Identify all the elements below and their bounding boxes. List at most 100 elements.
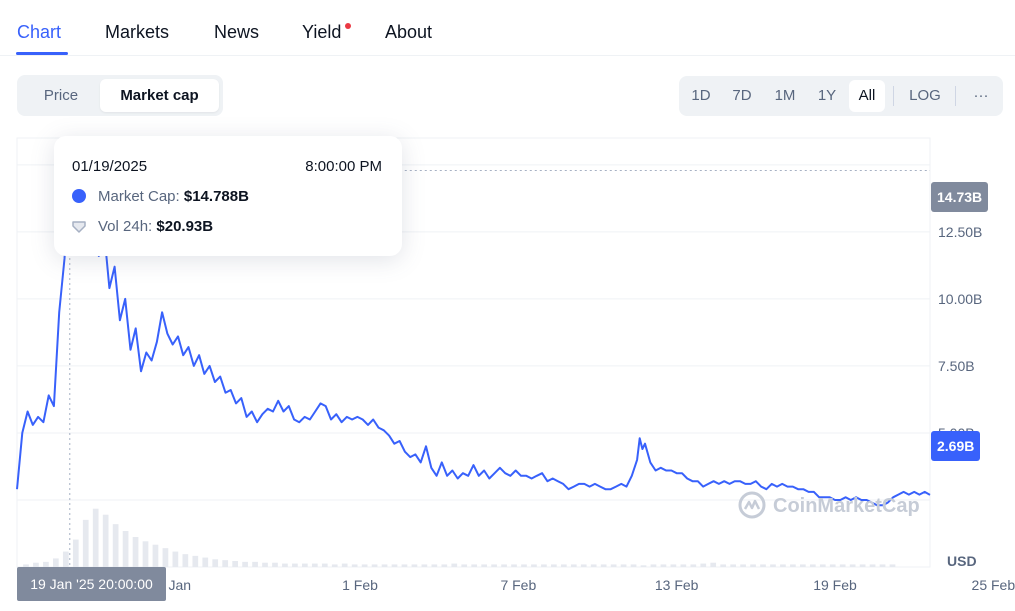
volume-bar — [590, 564, 597, 567]
market-cap-dot-icon — [72, 189, 86, 203]
volume-bar — [192, 555, 199, 567]
volume-bar — [202, 557, 209, 567]
tab-news[interactable]: News — [214, 22, 260, 42]
y-tick-label: 7.50B — [938, 358, 975, 374]
x-tick-label: 1 Feb — [342, 577, 378, 593]
volume-bar — [461, 564, 468, 567]
volume-bar — [869, 564, 876, 567]
volume-bar — [242, 561, 248, 567]
range-all-button[interactable]: All — [849, 80, 885, 112]
volume-bar — [670, 564, 677, 567]
market-cap-toggle-button[interactable]: Market cap — [100, 79, 219, 112]
volume-bar — [431, 564, 438, 567]
volume-bar — [451, 563, 458, 567]
volume-bar — [401, 564, 408, 567]
volume-bar — [501, 564, 507, 567]
volume-bar — [23, 564, 29, 567]
volume-bar — [570, 564, 577, 567]
volume-bar — [282, 563, 288, 567]
range-1y-button[interactable]: 1Y — [817, 87, 837, 104]
volume-bar — [172, 551, 179, 567]
volume-bar — [331, 564, 338, 567]
volume-bar — [690, 564, 697, 567]
volume-bar — [819, 564, 826, 567]
volume-bar — [620, 564, 627, 567]
volume-bar — [849, 564, 856, 567]
volume-bar — [829, 564, 836, 567]
volume-bar — [640, 565, 647, 567]
volume-bar — [511, 564, 517, 567]
volume-bar — [531, 564, 537, 567]
volume-bar — [82, 519, 89, 567]
currency-label: USD — [947, 553, 977, 569]
volume-bars — [23, 508, 896, 567]
x-tick-label: 7 Feb — [500, 577, 536, 593]
volume-bar — [72, 539, 79, 567]
more-options-button[interactable]: ··· — [973, 87, 989, 104]
volume-bar — [341, 563, 348, 567]
volume-bar — [879, 564, 886, 567]
volume-bar — [770, 564, 776, 567]
volume-bar — [560, 564, 567, 567]
volume-bar — [580, 564, 587, 567]
y-tick-label: 12.50B — [938, 224, 982, 240]
x-tick-label: 25 Feb — [972, 577, 1015, 593]
log-scale-button[interactable]: LOG — [909, 87, 941, 104]
volume-bar — [232, 561, 238, 567]
coinmarketcap-logo-icon — [738, 491, 766, 519]
volume-bar — [272, 562, 278, 567]
volume-bar — [381, 564, 388, 567]
volume-bar — [839, 564, 846, 567]
volume-bar — [471, 564, 478, 567]
crosshair-date-tag: 19 Jan '25 20:00:00 — [17, 567, 166, 601]
x-tick-label: 13 Feb — [655, 577, 699, 593]
volume-bar — [521, 564, 527, 567]
volume-bar — [541, 564, 547, 567]
volume-bar — [889, 564, 896, 567]
tooltip-market-cap-row: Market Cap: $14.788B — [72, 188, 249, 205]
range-7d-button[interactable]: 7D — [732, 87, 752, 104]
volume-bar — [720, 564, 727, 567]
volume-bar — [760, 564, 766, 567]
volume-bar — [481, 564, 487, 567]
volume-bar — [43, 561, 49, 567]
volume-shield-icon — [72, 221, 86, 233]
tooltip-volume-label: Vol 24h: — [98, 218, 153, 235]
price-toggle-button[interactable]: Price — [43, 87, 79, 104]
yield-notification-dot — [345, 23, 351, 29]
x-axis: 26 Jan 1 Feb 7 Feb 13 Feb 19 Feb 25 Feb — [149, 577, 1015, 593]
volume-bar — [112, 524, 119, 567]
volume-bar — [222, 560, 229, 567]
volume-bar — [859, 564, 866, 567]
volume-bar — [600, 564, 607, 567]
volume-bar — [551, 564, 557, 567]
tab-chart[interactable]: Chart — [17, 22, 62, 42]
volume-bar — [421, 564, 428, 567]
volume-bar — [182, 554, 189, 567]
top-tab-bar: Chart Markets News Yield About — [0, 0, 1015, 56]
range-1m-button[interactable]: 1M — [774, 87, 796, 104]
tab-markets[interactable]: Markets — [105, 22, 170, 42]
y-tick-label: 10.00B — [938, 291, 982, 307]
volume-bar — [630, 564, 637, 567]
tab-about[interactable]: About — [385, 22, 433, 42]
volume-bar — [750, 564, 756, 567]
volume-bar — [142, 541, 149, 567]
range-divider — [955, 86, 956, 106]
volume-bar — [800, 564, 806, 567]
volume-bar — [53, 558, 59, 567]
active-tab-indicator — [16, 52, 68, 55]
tooltip-market-cap-value: $14.788B — [183, 188, 249, 205]
tooltip-market-cap-label: Market Cap: — [98, 188, 180, 205]
volume-bar — [92, 508, 99, 567]
tab-yield[interactable]: Yield — [302, 22, 342, 42]
volume-bar — [361, 564, 368, 567]
volume-bar — [252, 561, 258, 567]
volume-bar — [610, 564, 617, 567]
volume-bar — [371, 564, 378, 567]
volume-bar — [321, 563, 328, 567]
volume-bar — [262, 562, 268, 567]
volume-bar — [102, 514, 109, 567]
range-1d-button[interactable]: 1D — [691, 87, 711, 104]
